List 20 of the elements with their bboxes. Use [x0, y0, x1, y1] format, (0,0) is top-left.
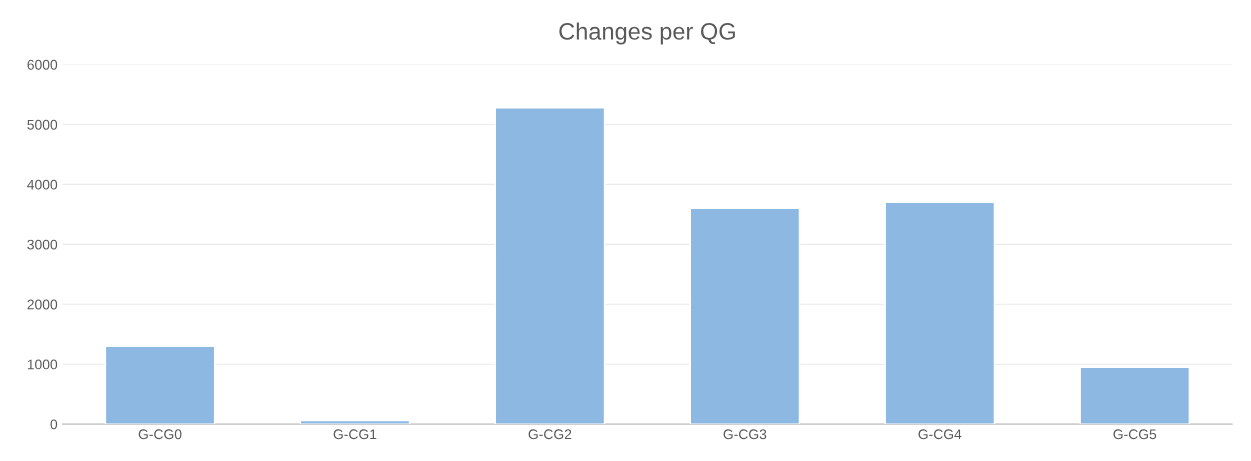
x-tick-label: G-CG1	[333, 429, 377, 440]
bar	[884, 201, 996, 425]
y-tick-label: 6000	[27, 59, 58, 70]
y-tick-label: 2000	[27, 299, 58, 310]
x-tick-label: G-CG4	[918, 429, 962, 440]
chart-title: Changes per QG	[559, 22, 735, 45]
x-tick-label: G-CG3	[723, 429, 767, 440]
y-tick-label: 3000	[27, 239, 58, 250]
bar	[1079, 366, 1191, 425]
y-tick-label: 0	[50, 419, 58, 430]
bar	[104, 345, 216, 425]
bar	[494, 106, 606, 425]
bar	[689, 207, 801, 425]
x-tick-label: G-CG5	[1113, 429, 1157, 440]
y-tick-label: 1000	[27, 359, 58, 370]
x-tick-label: G-CG2	[528, 429, 572, 440]
y-tick-label: 5000	[27, 119, 58, 130]
x-tick-label: G-CG0	[138, 429, 182, 440]
bar	[299, 419, 411, 425]
y-tick-label: 4000	[27, 179, 58, 190]
